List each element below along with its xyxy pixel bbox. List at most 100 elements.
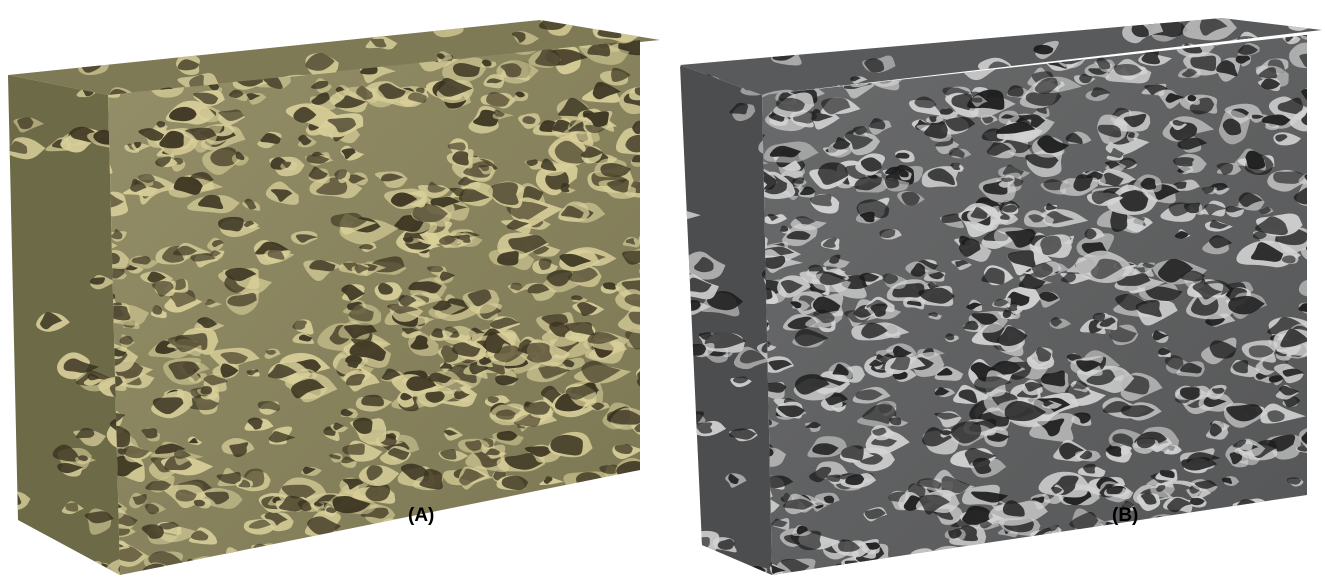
pore	[388, 448, 410, 460]
pore	[819, 574, 832, 575]
pore	[426, 372, 452, 384]
pore	[298, 134, 312, 146]
pore	[805, 422, 822, 429]
pore	[908, 35, 936, 40]
pore-highlight	[637, 23, 662, 33]
pore-highlight	[578, 504, 595, 515]
pore-highlight	[909, 548, 948, 575]
pore-highlight	[1219, 554, 1260, 575]
pore-highlight	[465, 520, 514, 548]
pore-highlight	[615, 508, 638, 516]
pore	[670, 417, 682, 423]
pore	[65, 502, 79, 512]
pore	[1041, 370, 1066, 387]
pore	[860, 157, 882, 172]
pore	[975, 23, 1003, 33]
pore	[29, 29, 58, 50]
pore	[108, 40, 121, 46]
pore	[625, 238, 636, 245]
pore	[958, 17, 989, 34]
pore	[0, 559, 28, 573]
pore-highlight	[904, 15, 934, 27]
pore	[1178, 526, 1195, 537]
pore	[1086, 369, 1116, 386]
pore	[1283, 504, 1304, 519]
pore	[910, 263, 926, 277]
pore	[671, 478, 694, 492]
pore	[329, 454, 341, 460]
pore	[680, 553, 700, 565]
pore-highlight	[1025, 8, 1058, 27]
pore	[1002, 500, 1025, 517]
pore	[265, 349, 276, 355]
pore	[248, 519, 272, 529]
pore	[1180, 270, 1206, 282]
pore	[1050, 317, 1063, 327]
pore	[554, 140, 586, 164]
pore-highlight	[685, 18, 704, 20]
pore	[125, 265, 138, 271]
pore-highlight	[1217, 552, 1262, 578]
pore	[410, 547, 440, 563]
pore	[1056, 567, 1080, 575]
pore	[523, 401, 551, 415]
pore	[1167, 497, 1194, 513]
pore	[1245, 150, 1266, 170]
pore-highlight	[762, 35, 782, 55]
pore	[177, 59, 200, 71]
pore	[1310, 79, 1325, 91]
pore	[1301, 88, 1307, 102]
pore	[1261, 114, 1291, 126]
pore-highlight	[1077, 535, 1112, 557]
pore	[210, 147, 239, 167]
pore	[108, 42, 121, 63]
pore-highlight	[638, 227, 640, 251]
pore	[870, 303, 888, 317]
pore	[762, 35, 778, 51]
pore-highlight	[662, 399, 685, 414]
pore	[1173, 157, 1195, 167]
pore-highlight	[1298, 549, 1325, 577]
pore	[141, 428, 158, 439]
pore-highlight	[1230, 519, 1277, 536]
pore	[189, 438, 198, 444]
pore-highlight	[674, 12, 689, 33]
pore	[604, 537, 634, 554]
pore	[341, 148, 356, 160]
pore	[86, 27, 116, 43]
panel-label-b: (B)	[1112, 505, 1139, 526]
pore	[305, 52, 335, 71]
pore	[1106, 486, 1124, 495]
pore-highlight	[765, 24, 798, 40]
pore	[401, 328, 419, 335]
pore	[563, 562, 570, 568]
pore	[1108, 148, 1124, 158]
pore	[175, 489, 197, 502]
pore	[1302, 549, 1325, 568]
pore	[1165, 93, 1185, 103]
panel-label-a: (A)	[408, 505, 435, 526]
pore	[1157, 258, 1194, 283]
pore	[144, 503, 160, 515]
pore	[1140, 177, 1157, 190]
pore	[571, 295, 584, 301]
pore	[440, 449, 457, 460]
pore-highlight	[563, 561, 578, 573]
pore-highlight	[680, 30, 691, 51]
pore	[365, 484, 391, 502]
pore	[430, 196, 460, 208]
pore-highlight	[680, 519, 681, 529]
pore	[794, 328, 829, 347]
pore	[426, 266, 444, 273]
pore	[89, 277, 106, 285]
pore	[518, 573, 529, 579]
pore	[649, 214, 662, 226]
pore	[1232, 439, 1247, 448]
pore-highlight	[1303, 566, 1307, 575]
pore	[1289, 19, 1309, 26]
pore	[662, 75, 678, 87]
pore	[667, 331, 687, 343]
pore	[449, 511, 468, 527]
pore	[407, 547, 423, 561]
pore	[511, 31, 526, 43]
